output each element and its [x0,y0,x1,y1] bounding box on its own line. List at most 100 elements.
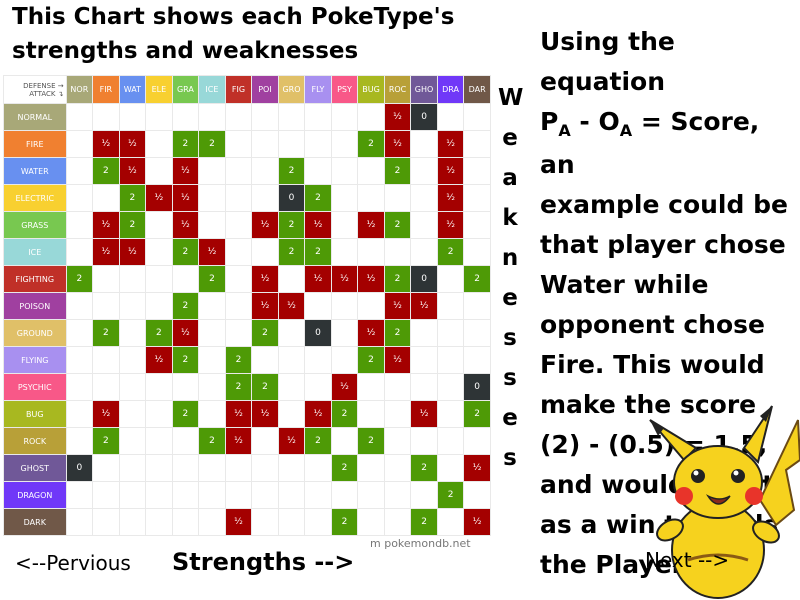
effectiveness-cell: 2 [277,211,306,239]
effectiveness-cell: 2 [330,400,359,428]
effectiveness-cell [251,157,279,185]
effectiveness-cell [436,103,465,131]
type-row-dragon: DRAGON 2 [3,481,491,509]
effectiveness-cell: 2 [171,238,200,266]
effectiveness-cell: 2 [357,346,385,374]
effectiveness-cell [436,400,465,428]
row-header-ice: ICE [3,238,67,266]
effectiveness-cell: 2 [277,157,306,185]
effectiveness-cell [357,454,385,482]
effectiveness-cell [251,454,279,482]
effectiveness-cell: 2 [304,184,332,212]
effectiveness-cell: 2 [383,211,412,239]
effectiveness-cell: ½ [171,211,200,239]
effectiveness-cell [330,481,359,509]
effectiveness-cell [330,157,359,185]
effectiveness-cell [357,508,385,536]
effectiveness-cell [118,373,147,401]
next-link[interactable]: Next --> [645,548,730,572]
effectiveness-cell [410,373,438,401]
effectiveness-cell: ½ [92,400,120,428]
effectiveness-cell [383,481,412,509]
effectiveness-cell: ½ [224,427,253,455]
effectiveness-cell [330,346,359,374]
effectiveness-cell [251,508,279,536]
effectiveness-cell [357,157,385,185]
row-header-grass: GRASS [3,211,67,239]
effectiveness-cell [224,454,253,482]
effectiveness-cell [145,373,173,401]
effectiveness-cell: ½ [304,265,332,293]
effectiveness-cell [277,265,306,293]
type-row-ice: ICE ½ ½ 2 ½ 2 2 2 [3,238,491,266]
effectiveness-cell: ½ [330,373,359,401]
effectiveness-cell [357,103,385,131]
type-row-ghost: GHOST 0 2 2 ½ [3,454,491,482]
effectiveness-cell [65,427,94,455]
effectiveness-cell: ½ [251,292,279,320]
effectiveness-cell: 2 [92,427,120,455]
effectiveness-cell: 2 [277,238,306,266]
effectiveness-cell [171,265,200,293]
effectiveness-cell: 2 [304,427,332,455]
type-row-normal: NORMAL ½ 0 [3,103,491,131]
column-header-bug: BUG [357,75,385,104]
effectiveness-cell: 2 [436,238,465,266]
effectiveness-cell [277,319,306,347]
effectiveness-cell [118,319,147,347]
previous-link[interactable]: <--Pervious [15,551,131,575]
strengths-label: Strengths --> [172,548,355,576]
effectiveness-cell [277,373,306,401]
effectiveness-cell [357,184,385,212]
weaknesses-letter: e [502,125,518,151]
effectiveness-cell: ½ [410,400,438,428]
effectiveness-cell [118,427,147,455]
weaknesses-letter: W [498,85,524,111]
effectiveness-cell: 2 [463,265,491,293]
effectiveness-cell [65,508,94,536]
effectiveness-cell [118,346,147,374]
effectiveness-cell: 2 [383,319,412,347]
effectiveness-cell [65,373,94,401]
effectiveness-cell [118,265,147,293]
effectiveness-cell: ½ [383,292,412,320]
effectiveness-cell [357,238,385,266]
type-row-grass: GRASS ½ 2 ½ ½ 2 ½ ½ 2 ½ [3,211,491,239]
effectiveness-cell: 2 [198,265,226,293]
effectiveness-cell [198,319,226,347]
effectiveness-cell: 2 [251,373,279,401]
effectiveness-cell: ½ [436,157,465,185]
column-header-ice: ICE [198,75,226,104]
type-row-ground: GROUND 2 2 ½ 2 0 ½ 2 [3,319,491,347]
effectiveness-cell [304,508,332,536]
row-header-normal: NORMAL [3,103,67,131]
effectiveness-cell: ½ [277,292,306,320]
effectiveness-cell [304,130,332,158]
column-header-roc: ROC [383,75,412,104]
effectiveness-cell: 2 [145,319,173,347]
effectiveness-cell [277,400,306,428]
weaknesses-letter: e [502,285,518,311]
effectiveness-cell: ½ [357,265,385,293]
equation-subscript-b: A [619,121,633,140]
effectiveness-cell [410,427,438,455]
effectiveness-cell [330,238,359,266]
effectiveness-cell: ½ [383,130,412,158]
effectiveness-cell [251,130,279,158]
effectiveness-cell: ½ [304,211,332,239]
type-row-fighting: FIGHTING 2 2 ½ ½ ½ ½ 2 0 2 [3,265,491,293]
column-header-psy: PSY [330,75,359,104]
effectiveness-cell [304,292,332,320]
effectiveness-cell [118,103,147,131]
effectiveness-cell: 2 [383,265,412,293]
effectiveness-cell [463,481,491,509]
effectiveness-cell: ½ [145,184,173,212]
effectiveness-cell [145,211,173,239]
effectiveness-cell [330,292,359,320]
effectiveness-cell: 2 [357,130,385,158]
effectiveness-cell [463,238,491,266]
row-header-water: WATER [3,157,67,185]
effectiveness-cell: ½ [436,211,465,239]
effectiveness-cell: ½ [330,265,359,293]
effectiveness-cell [357,373,385,401]
